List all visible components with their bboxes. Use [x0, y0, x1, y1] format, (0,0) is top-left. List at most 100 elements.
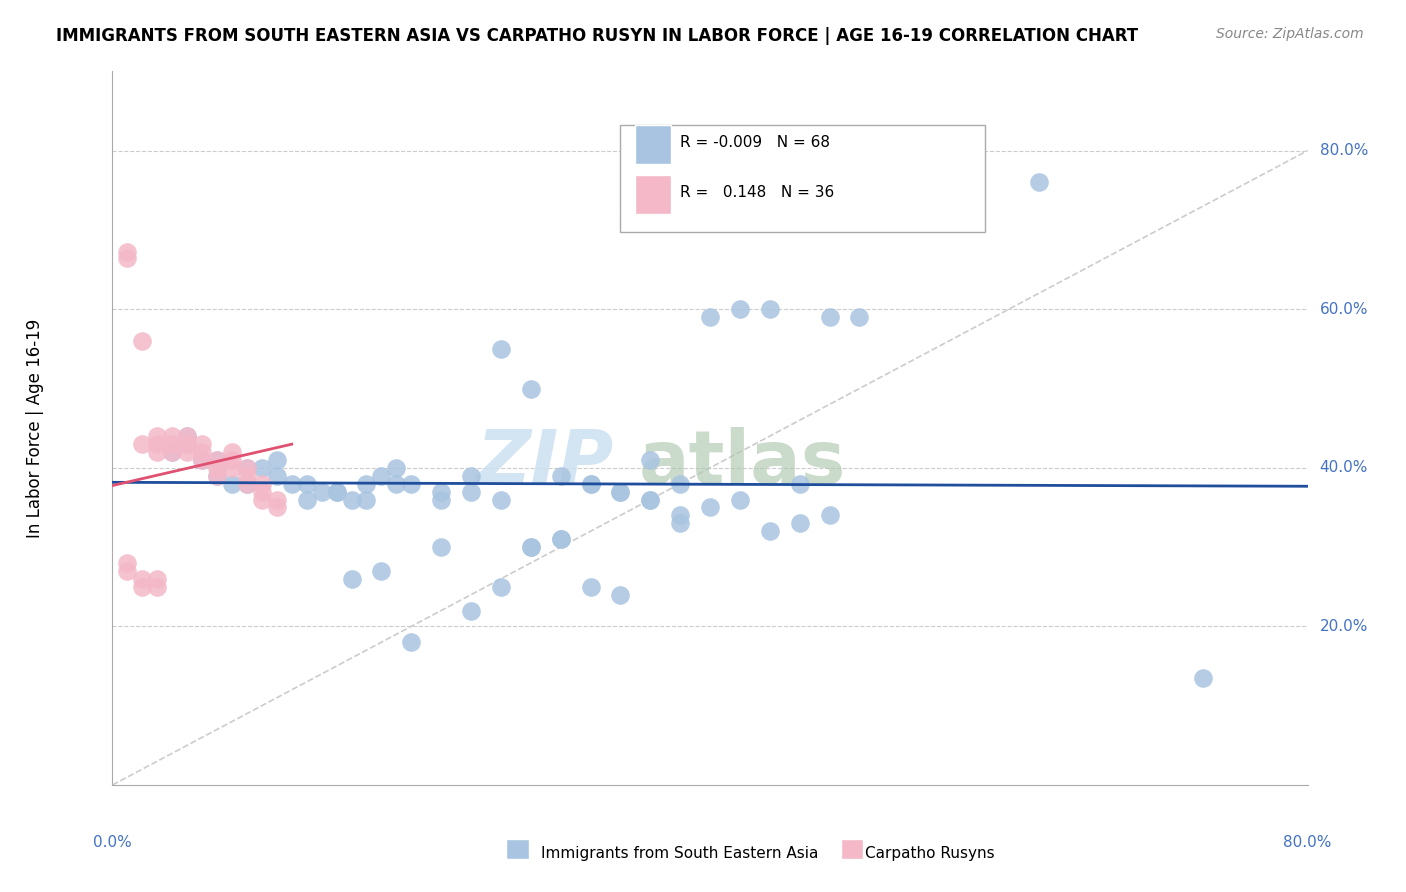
Point	[176, 429, 198, 443]
Point	[640, 492, 662, 507]
Point	[728, 492, 751, 507]
Point	[520, 540, 543, 554]
Point	[131, 580, 153, 594]
Point	[818, 508, 841, 523]
Bar	[634, 125, 671, 164]
Point	[669, 476, 692, 491]
Point	[728, 302, 751, 317]
Point	[640, 453, 662, 467]
Point	[221, 460, 243, 475]
Point	[236, 476, 259, 491]
Point	[579, 476, 602, 491]
Point	[460, 603, 482, 617]
Text: atlas: atlas	[638, 427, 845, 500]
Point	[370, 564, 392, 578]
Point	[266, 468, 288, 483]
Point	[117, 556, 139, 570]
Bar	[841, 839, 863, 859]
Point	[550, 532, 572, 546]
Point	[205, 468, 228, 483]
Point	[699, 310, 721, 325]
Point	[162, 445, 183, 459]
Point	[699, 500, 721, 515]
Point	[221, 476, 243, 491]
Point	[250, 460, 273, 475]
Point	[146, 429, 169, 443]
FancyBboxPatch shape	[620, 125, 986, 232]
Point	[236, 460, 259, 475]
Text: 60.0%: 60.0%	[1320, 301, 1368, 317]
Point	[146, 572, 169, 586]
Point	[550, 532, 572, 546]
Point	[146, 580, 169, 594]
Point	[460, 468, 482, 483]
Point	[430, 484, 453, 499]
Point	[356, 492, 378, 507]
Point	[205, 453, 228, 467]
Point	[250, 484, 273, 499]
Point	[236, 468, 259, 483]
Point	[146, 437, 169, 451]
Text: 40.0%: 40.0%	[1320, 460, 1368, 475]
Point	[520, 540, 543, 554]
Point	[460, 484, 482, 499]
Text: 20.0%: 20.0%	[1320, 619, 1368, 634]
Point	[191, 445, 214, 459]
Point	[117, 245, 139, 260]
Point	[520, 382, 543, 396]
Text: IMMIGRANTS FROM SOUTH EASTERN ASIA VS CARPATHO RUSYN IN LABOR FORCE | AGE 16-19 : IMMIGRANTS FROM SOUTH EASTERN ASIA VS CA…	[56, 27, 1139, 45]
Point	[759, 524, 782, 539]
Point	[370, 468, 392, 483]
Point	[205, 453, 228, 467]
Point	[250, 476, 273, 491]
Point	[266, 453, 288, 467]
Point	[640, 492, 662, 507]
Point	[236, 476, 259, 491]
Point	[311, 484, 333, 499]
Point	[401, 476, 423, 491]
Text: 80.0%: 80.0%	[1320, 143, 1368, 158]
Point	[281, 476, 304, 491]
Bar	[634, 175, 671, 214]
Point	[266, 492, 288, 507]
Point	[191, 453, 214, 467]
Point	[489, 492, 512, 507]
Point	[340, 572, 363, 586]
Point	[340, 492, 363, 507]
Point	[609, 484, 631, 499]
Point	[176, 429, 198, 443]
Point	[489, 342, 512, 356]
Point	[205, 468, 228, 483]
Point	[1028, 175, 1050, 189]
Point	[759, 302, 782, 317]
Point	[221, 453, 243, 467]
Point	[176, 437, 198, 451]
Text: In Labor Force | Age 16-19: In Labor Force | Age 16-19	[25, 318, 44, 538]
Point	[266, 500, 288, 515]
Point	[131, 437, 153, 451]
Point	[1192, 671, 1215, 685]
Bar	[506, 839, 529, 859]
Point	[176, 445, 198, 459]
Point	[131, 572, 153, 586]
Point	[550, 468, 572, 483]
Point	[489, 580, 512, 594]
Point	[579, 580, 602, 594]
Text: 0.0%: 0.0%	[93, 835, 132, 850]
Point	[325, 484, 347, 499]
Point	[221, 445, 243, 459]
Point	[191, 437, 214, 451]
Point	[356, 476, 378, 491]
Point	[789, 516, 811, 531]
Text: ZIP: ZIP	[477, 427, 614, 500]
Point	[146, 445, 169, 459]
Point	[848, 310, 870, 325]
Point	[789, 476, 811, 491]
Point	[176, 437, 198, 451]
Point	[669, 516, 692, 531]
Text: R = -0.009   N = 68: R = -0.009 N = 68	[681, 136, 830, 150]
Point	[385, 460, 408, 475]
Point	[162, 429, 183, 443]
Text: R =   0.148   N = 36: R = 0.148 N = 36	[681, 186, 834, 200]
Point	[117, 564, 139, 578]
